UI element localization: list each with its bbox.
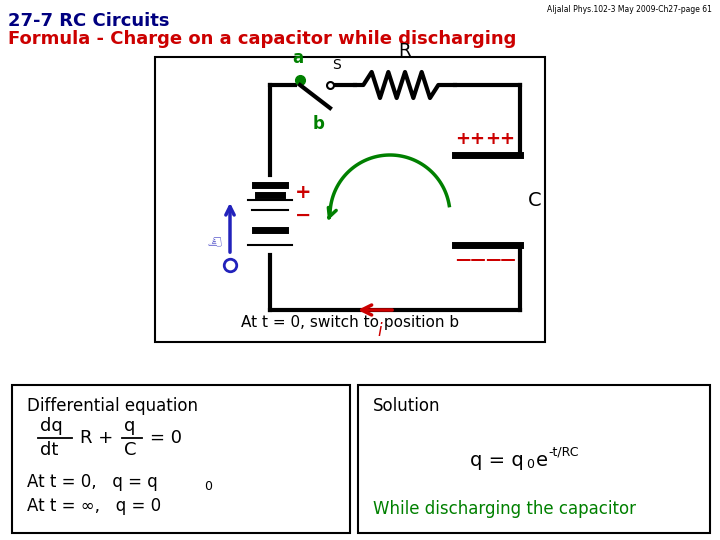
- Text: dq: dq: [40, 417, 63, 435]
- Text: Solution: Solution: [373, 397, 441, 415]
- Text: a: a: [292, 49, 304, 67]
- Text: ——: ——: [454, 252, 485, 267]
- Text: 0: 0: [204, 480, 212, 493]
- Text: q = q: q = q: [470, 450, 524, 469]
- Text: q: q: [124, 417, 135, 435]
- Text: R +: R +: [80, 429, 113, 447]
- Text: ☞: ☞: [204, 231, 220, 249]
- Text: Aljalal Phys.102-3 May 2009-Ch27-page 61: Aljalal Phys.102-3 May 2009-Ch27-page 61: [547, 5, 712, 14]
- Text: While discharging the capacitor: While discharging the capacitor: [373, 500, 636, 518]
- Text: 27-7 RC Circuits: 27-7 RC Circuits: [8, 12, 169, 30]
- Text: i: i: [378, 322, 382, 340]
- Text: −: −: [295, 206, 311, 225]
- Text: C: C: [528, 191, 541, 210]
- Text: S: S: [332, 58, 341, 72]
- Text: 0: 0: [526, 458, 534, 471]
- Text: e: e: [536, 450, 548, 469]
- Text: ++: ++: [485, 130, 515, 148]
- Bar: [155, 57, 545, 342]
- Text: +: +: [295, 183, 312, 201]
- Text: ——: ——: [485, 252, 516, 267]
- Bar: [12, 385, 350, 533]
- Text: dt: dt: [40, 441, 58, 459]
- Text: At t = 0,   q = q: At t = 0, q = q: [27, 473, 158, 491]
- Text: Formula - Charge on a capacitor while discharging: Formula - Charge on a capacitor while di…: [8, 30, 516, 48]
- Text: ++: ++: [455, 130, 485, 148]
- Text: = 0: = 0: [150, 429, 182, 447]
- Text: R: R: [399, 42, 411, 60]
- Text: At t = 0, switch to position b: At t = 0, switch to position b: [241, 315, 459, 330]
- Text: C: C: [124, 441, 137, 459]
- Text: At t = ∞,   q = 0: At t = ∞, q = 0: [27, 497, 161, 515]
- Text: -t/RC: -t/RC: [548, 446, 578, 458]
- Text: Differential equation: Differential equation: [27, 397, 198, 415]
- Text: b: b: [313, 115, 325, 133]
- Bar: [358, 385, 710, 533]
